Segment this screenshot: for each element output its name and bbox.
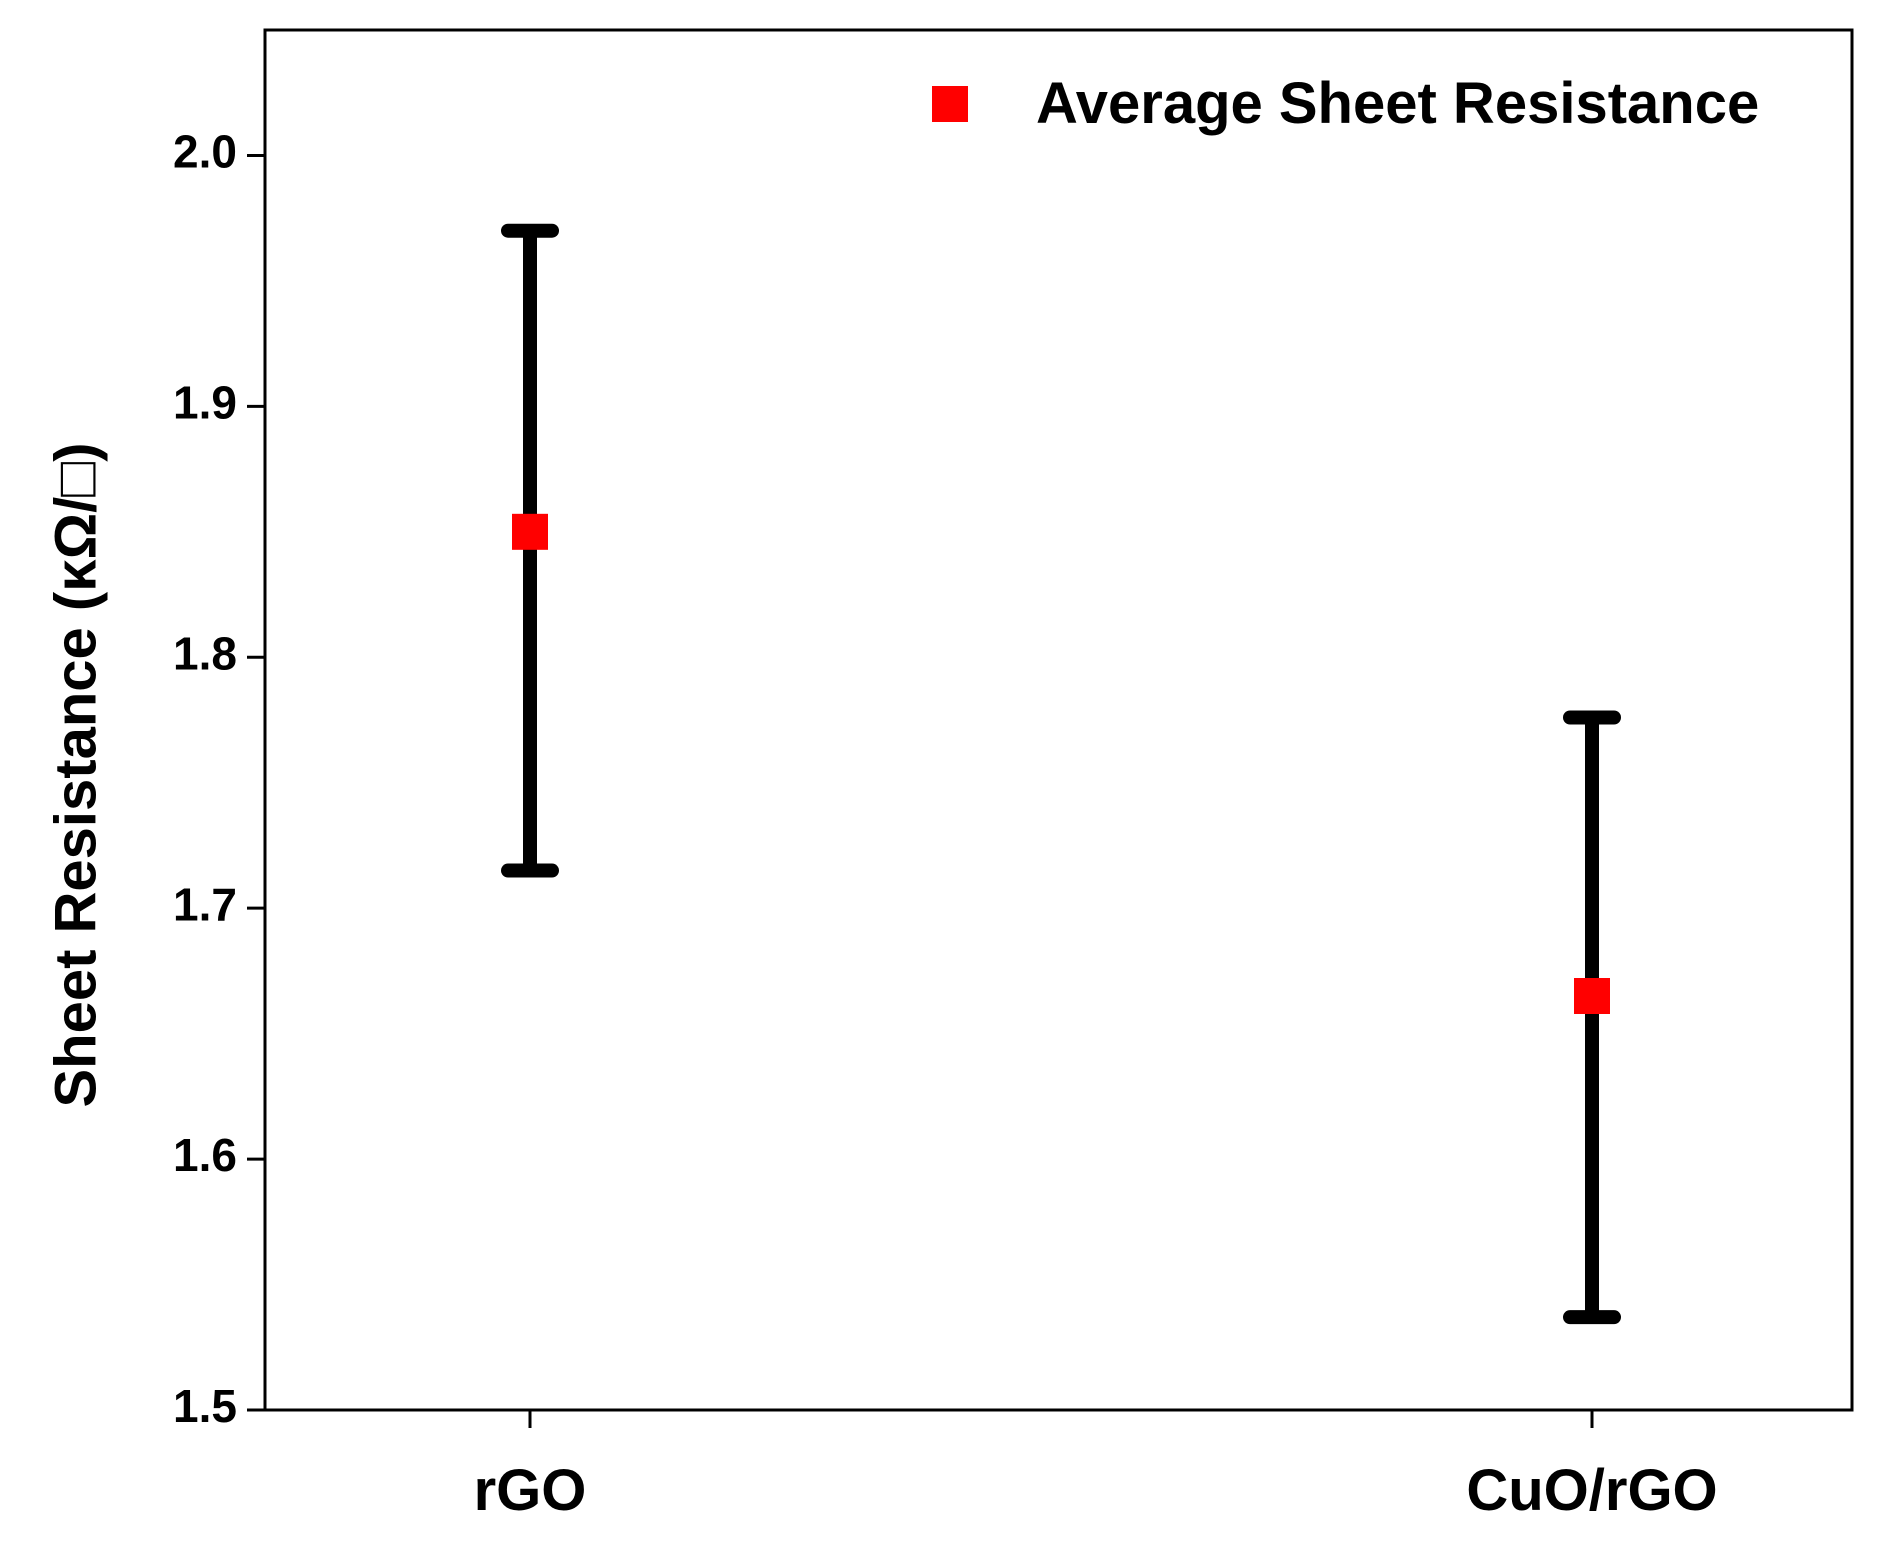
y-axis-title: Sheet Resistance (κΩ/□) xyxy=(43,442,108,1107)
y-tick-label: 1.7 xyxy=(173,878,237,930)
legend-marker xyxy=(932,86,968,122)
y-tick-label: 1.5 xyxy=(173,1380,237,1432)
data-point-cuo-rgo xyxy=(1574,978,1610,1014)
legend: Average Sheet Resistance xyxy=(932,71,1759,136)
y-tick-label: 1.9 xyxy=(173,377,237,429)
plot-frame xyxy=(263,28,1854,1412)
x-category-label-rgo: rGO xyxy=(474,1458,587,1523)
y-tick-label: 2.0 xyxy=(173,126,237,178)
y-tick-label: 1.8 xyxy=(173,627,237,679)
legend-label: Average Sheet Resistance xyxy=(1036,71,1759,136)
x-category-label-cuo-rgo: CuO/rGO xyxy=(1466,1458,1717,1523)
y-tick-label: 1.6 xyxy=(173,1129,237,1181)
data-point-rgo xyxy=(512,513,548,550)
